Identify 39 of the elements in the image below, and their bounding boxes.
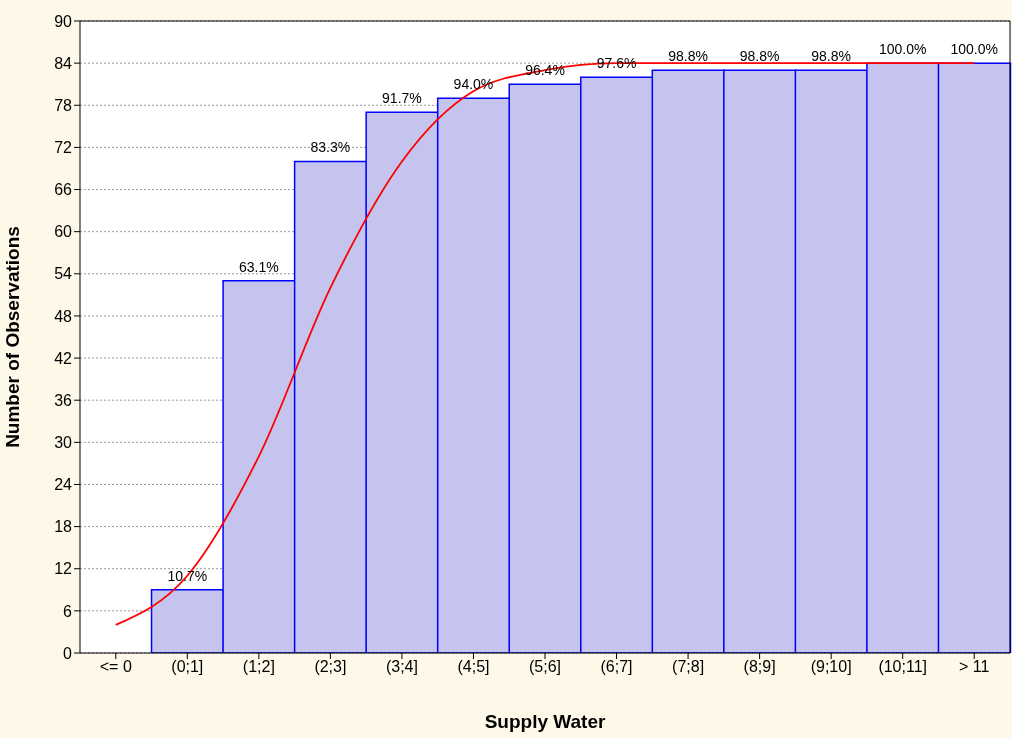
annotation: 98.8% — [739, 48, 780, 65]
x-tick-label: (2;3] — [314, 658, 347, 676]
x-tick-label: (10;11] — [878, 658, 927, 676]
y-tick-label: 30 — [54, 434, 73, 452]
y-tick-label: 66 — [54, 181, 73, 199]
x-tick-label: (4;5] — [457, 658, 490, 676]
y-tick-label: 42 — [54, 349, 73, 367]
y-tick-label: 48 — [54, 307, 73, 325]
y-tick-label: 54 — [54, 265, 73, 283]
y-tick-label: 78 — [54, 96, 73, 114]
x-tick-label: (0;1] — [171, 658, 204, 676]
y-tick-label: 36 — [54, 391, 73, 409]
x-tick-label: (8;9] — [743, 658, 776, 676]
x-tick-label: (7;8] — [672, 658, 705, 676]
x-tick-label: (9;10] — [810, 658, 852, 676]
annotation: 91.7% — [382, 90, 422, 107]
x-tick-label: (1;2] — [242, 658, 275, 676]
x-tick-label: <= 0 — [99, 658, 132, 676]
annotation: 100.0% — [950, 41, 998, 58]
y-tick-label: 90 — [54, 12, 73, 30]
annotation: 63.1% — [238, 258, 279, 275]
x-tick-label: (6;7] — [600, 658, 633, 676]
annotation: 98.8% — [811, 48, 852, 65]
annotation: 83.3% — [310, 139, 351, 156]
x-tick-label: (3;4] — [385, 658, 418, 676]
y-tick-label: 84 — [54, 54, 73, 72]
y-tick-label: 0 — [63, 644, 73, 662]
x-tick-label: > 11 — [959, 658, 990, 676]
y-tick-label: 12 — [54, 560, 73, 578]
y-tick-label: 18 — [54, 518, 73, 536]
annotation: 98.8% — [668, 48, 708, 65]
x-axis-title: Supply Water — [484, 711, 606, 732]
y-tick-label: 24 — [54, 476, 73, 494]
x-tick-label: (5;6] — [528, 658, 562, 676]
y-tick-label: 72 — [54, 139, 73, 157]
y-tick-label: 6 — [63, 602, 73, 620]
y-tick-label: 60 — [54, 223, 73, 241]
annotation: 100.0% — [878, 41, 927, 58]
y-axis-title: Number of Observations — [1, 226, 23, 448]
